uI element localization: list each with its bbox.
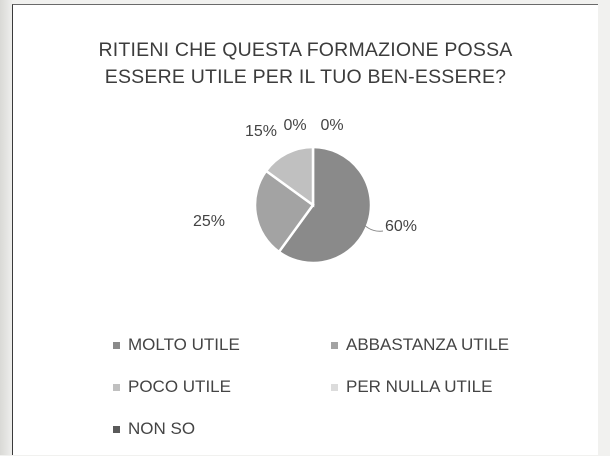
legend-item-non-so: NON SO <box>113 419 195 439</box>
pie-slice-poco-utile <box>264 145 315 208</box>
legend-item-molto-utile: MOLTO UTILE <box>113 335 240 355</box>
legend-label: PER NULLA UTILE <box>346 377 493 396</box>
data-label-poco-utile: 15% <box>245 123 277 140</box>
chart-card: RITIENI CHE QUESTA FORMAZIONE POSSA ESSE… <box>12 4 598 455</box>
legend-swatch <box>113 425 120 433</box>
data-label-non-so: 0% <box>320 117 343 134</box>
legend-item-poco-utile: POCO UTILE <box>113 377 231 397</box>
pie-chart: 60% 25% 15% 0% 0% <box>193 117 417 265</box>
legend-label: POCO UTILE <box>128 377 231 396</box>
data-label-per-nulla-utile: 0% <box>283 117 306 134</box>
pie-slice-molto-utile <box>277 145 373 265</box>
legend-swatch <box>331 341 338 349</box>
legend-label: NON SO <box>128 419 196 438</box>
scan-edge <box>0 0 12 455</box>
legend-swatch <box>331 383 338 391</box>
legend-swatch <box>113 341 120 349</box>
legend-label: MOLTO UTILE <box>128 335 240 354</box>
label-leader-line <box>358 218 384 232</box>
chart-title: RITIENI CHE QUESTA FORMAZIONE POSSA ESSE… <box>53 37 558 91</box>
chart-legend: MOLTO UTILE ABBASTANZA UTILE POCO UTILE … <box>13 5 599 456</box>
chart-title-line-1: RITIENI CHE QUESTA FORMAZIONE POSSA <box>98 39 513 61</box>
legend-item-per-nulla-utile: PER NULLA UTILE <box>331 377 492 397</box>
legend-label: ABBASTANZA UTILE <box>346 335 510 354</box>
chart-title-line-2: ESSERE UTILE PER IL TUO BEN-ESSERE? <box>104 66 507 88</box>
data-label-abbastanza-utile: 25% <box>193 213 225 230</box>
pie-slice-abbastanza-utile <box>253 169 315 254</box>
data-label-molto-utile: 60% <box>385 218 417 235</box>
legend-swatch <box>113 383 120 391</box>
legend-item-abbastanza-utile: ABBASTANZA UTILE <box>331 335 509 355</box>
